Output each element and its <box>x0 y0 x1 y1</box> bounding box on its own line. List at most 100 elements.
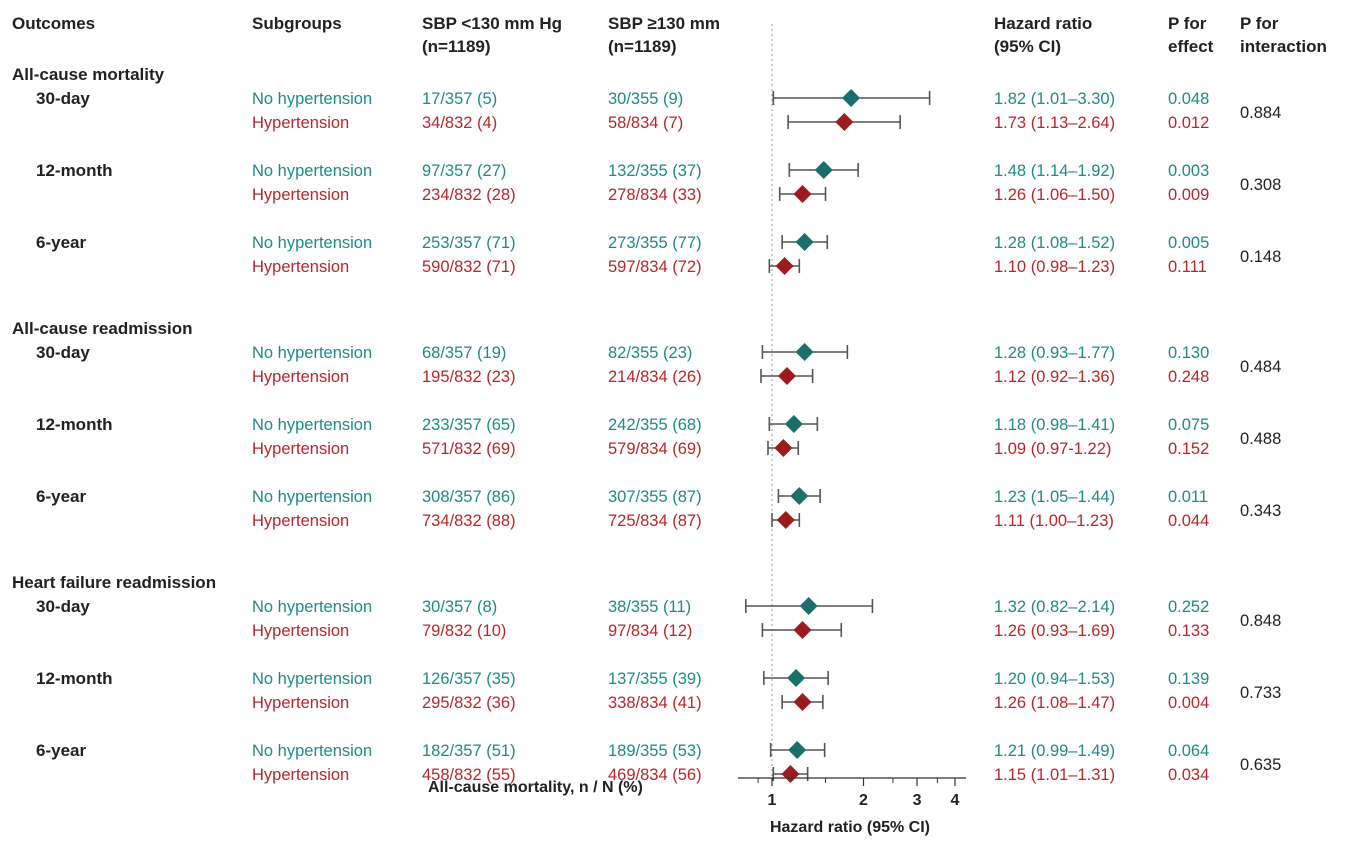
hazard-ratio-text: 1.23 (1.05–1.44) <box>994 488 1115 506</box>
sbp-high-count: 82/355 (23) <box>608 344 692 362</box>
x-axis: Hazard ratio (95% CI) 1 2 3 4 <box>738 777 966 836</box>
hazard-ratio-point <box>795 233 814 251</box>
timepoint-label: 30-day <box>36 343 90 362</box>
sbp-high-count: 597/834 (72) <box>608 258 702 276</box>
p-effect-value: 0.133 <box>1168 622 1209 640</box>
timepoint-label: 6-year <box>36 487 86 506</box>
sbp-high-count: 214/834 (26) <box>608 368 702 386</box>
hazard-ratio-text: 1.48 (1.14–1.92) <box>994 162 1115 180</box>
column-headers: Outcomes Subgroups SBP <130 mm Hg (n=118… <box>12 14 1327 56</box>
hazard-ratio-point <box>781 765 800 783</box>
sbp-low-count: 234/832 (28) <box>422 186 516 204</box>
subgroup-label: Hypertension <box>252 512 349 530</box>
p-interaction-value: 0.148 <box>1240 248 1281 266</box>
subgroup-label: No hypertension <box>252 162 372 180</box>
sbp-high-count: 338/834 (41) <box>608 694 702 712</box>
header-sbp-low-2: (n=1189) <box>422 37 491 56</box>
sbp-low-count: 295/832 (36) <box>422 694 516 712</box>
p-interaction-value: 0.635 <box>1240 756 1281 774</box>
p-effect-value: 0.034 <box>1168 766 1209 784</box>
section-title: All-cause mortality <box>12 65 165 84</box>
header-outcomes: Outcomes <box>12 14 95 33</box>
p-interaction-value: 0.733 <box>1240 684 1281 702</box>
subgroup-label: Hypertension <box>252 368 349 386</box>
hazard-ratio-text: 1.26 (1.08–1.47) <box>994 694 1115 712</box>
hazard-ratio-point <box>814 161 833 179</box>
sbp-high-count: 30/355 (9) <box>608 90 683 108</box>
hazard-ratio-point <box>776 511 795 529</box>
header-p-interaction-2: interaction <box>1240 37 1327 56</box>
hazard-ratio-text: 1.26 (1.06–1.50) <box>994 186 1115 204</box>
p-effect-value: 0.004 <box>1168 694 1209 712</box>
hazard-ratio-point <box>788 741 807 759</box>
p-effect-value: 0.011 <box>1168 488 1208 506</box>
hazard-ratio-point <box>799 597 818 615</box>
p-interaction-value: 0.308 <box>1240 176 1281 194</box>
subgroup-label: Hypertension <box>252 186 349 204</box>
timepoint-label: 12-month <box>36 161 113 180</box>
sbp-high-count: 725/834 (87) <box>608 512 702 530</box>
p-interaction-value: 0.484 <box>1240 358 1281 376</box>
sbp-low-count: 34/832 (4) <box>422 114 497 132</box>
hazard-ratio-point <box>793 185 812 203</box>
section-title: Heart failure readmission <box>12 573 216 592</box>
header-hazard-ratio-2: (95% CI) <box>994 37 1061 56</box>
table-rows: All-cause mortality 30-day 0.884 No hyperte… <box>12 65 1281 784</box>
header-p-effect-1: P for <box>1168 14 1207 33</box>
hazard-ratio-point <box>793 693 812 711</box>
sbp-low-count: 97/357 (27) <box>422 162 506 180</box>
sbp-high-count: 137/355 (39) <box>608 670 702 688</box>
p-effect-value: 0.003 <box>1168 162 1209 180</box>
p-effect-value: 0.044 <box>1168 512 1209 530</box>
hazard-ratio-text: 1.11 (1.00–1.23) <box>994 512 1114 530</box>
sbp-low-count: 195/832 (23) <box>422 368 516 386</box>
sbp-high-count: 307/355 (87) <box>608 488 702 506</box>
sbp-low-count: 590/832 (71) <box>422 258 516 276</box>
p-interaction-value: 0.848 <box>1240 612 1281 630</box>
hazard-ratio-text: 1.12 (0.92–1.36) <box>994 368 1115 386</box>
p-interaction-value: 0.488 <box>1240 430 1281 448</box>
x-tick-label: 1 <box>768 792 777 809</box>
hazard-ratio-text: 1.82 (1.01–3.30) <box>994 90 1115 108</box>
subgroup-label: Hypertension <box>252 258 349 276</box>
hazard-ratio-point <box>787 669 806 687</box>
sbp-high-count: 38/355 (11) <box>608 598 691 616</box>
p-effect-value: 0.111 <box>1168 258 1207 276</box>
p-effect-value: 0.064 <box>1168 742 1209 760</box>
p-effect-value: 0.152 <box>1168 440 1209 458</box>
hazard-ratio-point <box>795 343 814 361</box>
p-interaction-value: 0.343 <box>1240 502 1281 520</box>
sbp-low-count: 734/832 (88) <box>422 512 516 530</box>
sbp-low-count: 253/357 (71) <box>422 234 516 252</box>
p-effect-value: 0.009 <box>1168 186 1209 204</box>
x-tick-label: 4 <box>951 792 960 809</box>
sbp-low-count: 233/357 (65) <box>422 416 516 434</box>
hazard-ratio-point <box>774 439 793 457</box>
hazard-ratio-point <box>842 89 861 107</box>
subgroup-label: Hypertension <box>252 622 349 640</box>
x-tick-label: 3 <box>913 792 922 809</box>
subgroup-label: No hypertension <box>252 416 372 434</box>
header-hazard-ratio-1: Hazard ratio <box>994 14 1092 33</box>
hazard-ratio-text: 1.28 (0.93–1.77) <box>994 344 1115 362</box>
sbp-low-count: 571/832 (69) <box>422 440 516 458</box>
hazard-ratio-text: 1.20 (0.94–1.53) <box>994 670 1115 688</box>
header-sbp-high-1: SBP ≥130 mm <box>608 14 720 33</box>
subgroup-label: No hypertension <box>252 670 372 688</box>
sbp-high-count: 273/355 (77) <box>608 234 702 252</box>
sbp-low-count: 79/832 (10) <box>422 622 506 640</box>
header-sbp-low-1: SBP <130 mm Hg <box>422 14 562 33</box>
hazard-ratio-point <box>790 487 809 505</box>
sbp-high-count: 469/834 (56) <box>608 766 702 784</box>
p-effect-value: 0.005 <box>1168 234 1209 252</box>
p-effect-value: 0.139 <box>1168 670 1209 688</box>
hazard-ratio-text: 1.21 (0.99–1.49) <box>994 742 1115 760</box>
hazard-ratio-text: 1.09 (0.97-1.22) <box>994 440 1111 458</box>
hazard-ratio-point <box>835 113 854 131</box>
sbp-high-count: 579/834 (69) <box>608 440 702 458</box>
timepoint-label: 30-day <box>36 89 90 108</box>
subgroup-label: No hypertension <box>252 598 372 616</box>
sbp-low-count: 30/357 (8) <box>422 598 497 616</box>
p-effect-value: 0.075 <box>1168 416 1209 434</box>
